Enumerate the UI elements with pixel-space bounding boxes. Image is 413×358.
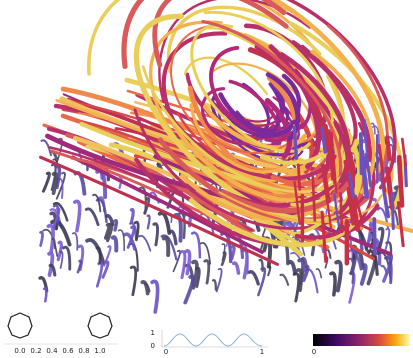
opacity-scale-label: 1.0: [94, 347, 105, 355]
streamline: [119, 230, 125, 250]
streamline: [387, 137, 389, 159]
streamline: [142, 282, 147, 294]
streamline: [160, 213, 170, 233]
streamline: [213, 280, 216, 290]
streamline: [399, 157, 402, 205]
streamline: [294, 274, 298, 301]
streamline: [258, 268, 265, 295]
curve-y-label: 1: [151, 329, 155, 337]
streamline: [298, 165, 299, 189]
streamline: [115, 221, 117, 230]
viewport: 0.0 0.2 0.4 0.6 0.8 1.0 1 0 0 1 0: [0, 0, 413, 358]
streamline: [336, 262, 341, 291]
curve-y-label: 0: [151, 342, 155, 350]
opacity-scale-label: 0.4: [46, 347, 58, 355]
streamline: [280, 275, 288, 285]
opacity-scale-label: 0.6: [62, 347, 74, 355]
streamline: [152, 281, 157, 312]
curve-line[interactable]: [164, 334, 262, 346]
opacity-knob-icon[interactable]: [8, 313, 32, 338]
streamline: [44, 288, 46, 301]
streamline: [186, 251, 190, 274]
streamline: [73, 233, 77, 250]
streamline: [294, 127, 296, 158]
streamline: [43, 173, 49, 191]
streamline: [181, 252, 185, 278]
streamline: [64, 247, 70, 269]
streamline: [164, 238, 168, 255]
streamline: [374, 219, 375, 254]
opacity-scale-label: 0.8: [78, 347, 89, 355]
streamline: [232, 247, 234, 259]
streamline: [398, 203, 403, 246]
streamline: [41, 232, 43, 245]
curve-x-label: 0: [164, 348, 168, 356]
opacity-knob-icon[interactable]: [88, 313, 112, 338]
curve-x-label: 1: [260, 348, 264, 356]
streamline: [75, 201, 80, 230]
streamline: [148, 216, 150, 229]
streamline: [131, 267, 136, 295]
streamline: [350, 154, 353, 174]
streamline: [385, 229, 389, 251]
streamline: [139, 236, 150, 251]
streamline: [131, 210, 133, 223]
colorbar[interactable]: [313, 334, 410, 346]
colorbar-label: 0: [312, 348, 316, 356]
streamline: [249, 272, 258, 284]
page: 0.00.20.40.60.81.0 1 0 0 1 0 (() => { co…: [0, 0, 413, 358]
streamline: [113, 237, 117, 250]
streamline: [331, 273, 335, 295]
opacity-scale-label: 0.2: [30, 347, 41, 355]
streamline: [154, 224, 158, 245]
streamline: [392, 194, 393, 228]
opacity-scale: 0.0 0.2 0.4 0.6 0.8 1.0: [14, 347, 105, 355]
streamline: [86, 209, 98, 225]
streamline: [205, 261, 209, 283]
streamline: [217, 269, 222, 292]
streamlines: [38, 0, 413, 312]
streamline: [289, 262, 294, 273]
streamline: [97, 263, 101, 286]
opacity-scale-label: 0.0: [14, 347, 25, 355]
streamline: [234, 263, 239, 273]
streamline: [341, 193, 342, 232]
streamline: [317, 269, 322, 278]
streamline: [192, 233, 200, 258]
streamline: [185, 276, 193, 302]
